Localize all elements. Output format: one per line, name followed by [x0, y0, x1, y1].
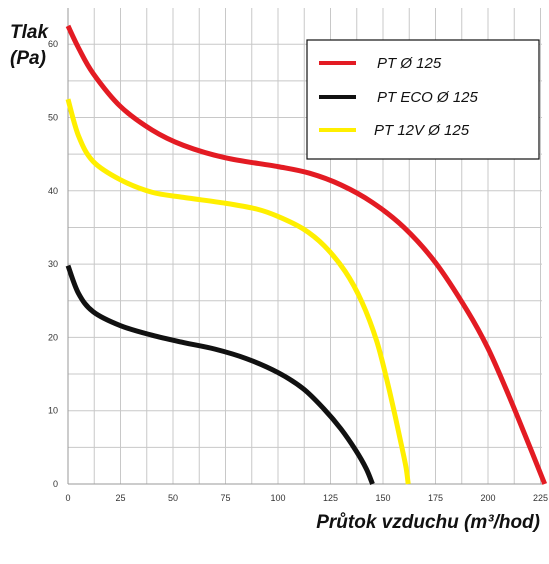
x-axis-title: Průtok vzduchu (m³/hod) — [316, 512, 540, 533]
axes — [67, 8, 542, 485]
y-axis-title-line1: Tlak — [10, 22, 49, 43]
x-tick-label: 225 — [533, 493, 548, 503]
y-tick-label: 40 — [48, 186, 58, 196]
y-tick-label: 50 — [48, 113, 58, 123]
legend: PT Ø 125 PT ECO Ø 125 PT 12V Ø 125 — [306, 39, 540, 160]
x-tick-label: 100 — [270, 493, 285, 503]
series-line-pt-eco-125 — [65, 264, 375, 485]
y-tick-label: 20 — [48, 332, 58, 342]
x-tick-label: 50 — [168, 493, 178, 503]
y-tick-label: 30 — [48, 259, 58, 269]
y-tick-label: 60 — [48, 39, 58, 49]
x-tick-label: 0 — [65, 493, 70, 503]
legend-box — [306, 39, 540, 160]
series-line-pt-12v-125 — [65, 98, 411, 485]
x-tick-label: 75 — [220, 493, 230, 503]
legend-label-pt-125: PT Ø 125 — [377, 55, 442, 72]
y-tick-label: 10 — [48, 406, 58, 416]
series-line-pt-125 — [65, 24, 548, 485]
x-tick-label: 200 — [480, 493, 495, 503]
x-tick-label: 25 — [115, 493, 125, 503]
series-lines — [65, 24, 548, 485]
x-tick-label: 125 — [323, 493, 338, 503]
x-tick-label: 150 — [375, 493, 390, 503]
tick-labels: 0 25 50 75 100 125 150 175 200 225 0 10 20 30 40 50 60 — [48, 39, 548, 503]
y-tick-label: 0 — [53, 479, 58, 489]
legend-label-pt-12v-125: PT 12V Ø 125 — [374, 122, 470, 139]
x-tick-label: 175 — [428, 493, 443, 503]
y-axis-title-line2: (Pa) — [10, 48, 46, 69]
legend-label-pt-eco-125: PT ECO Ø 125 — [377, 89, 479, 106]
